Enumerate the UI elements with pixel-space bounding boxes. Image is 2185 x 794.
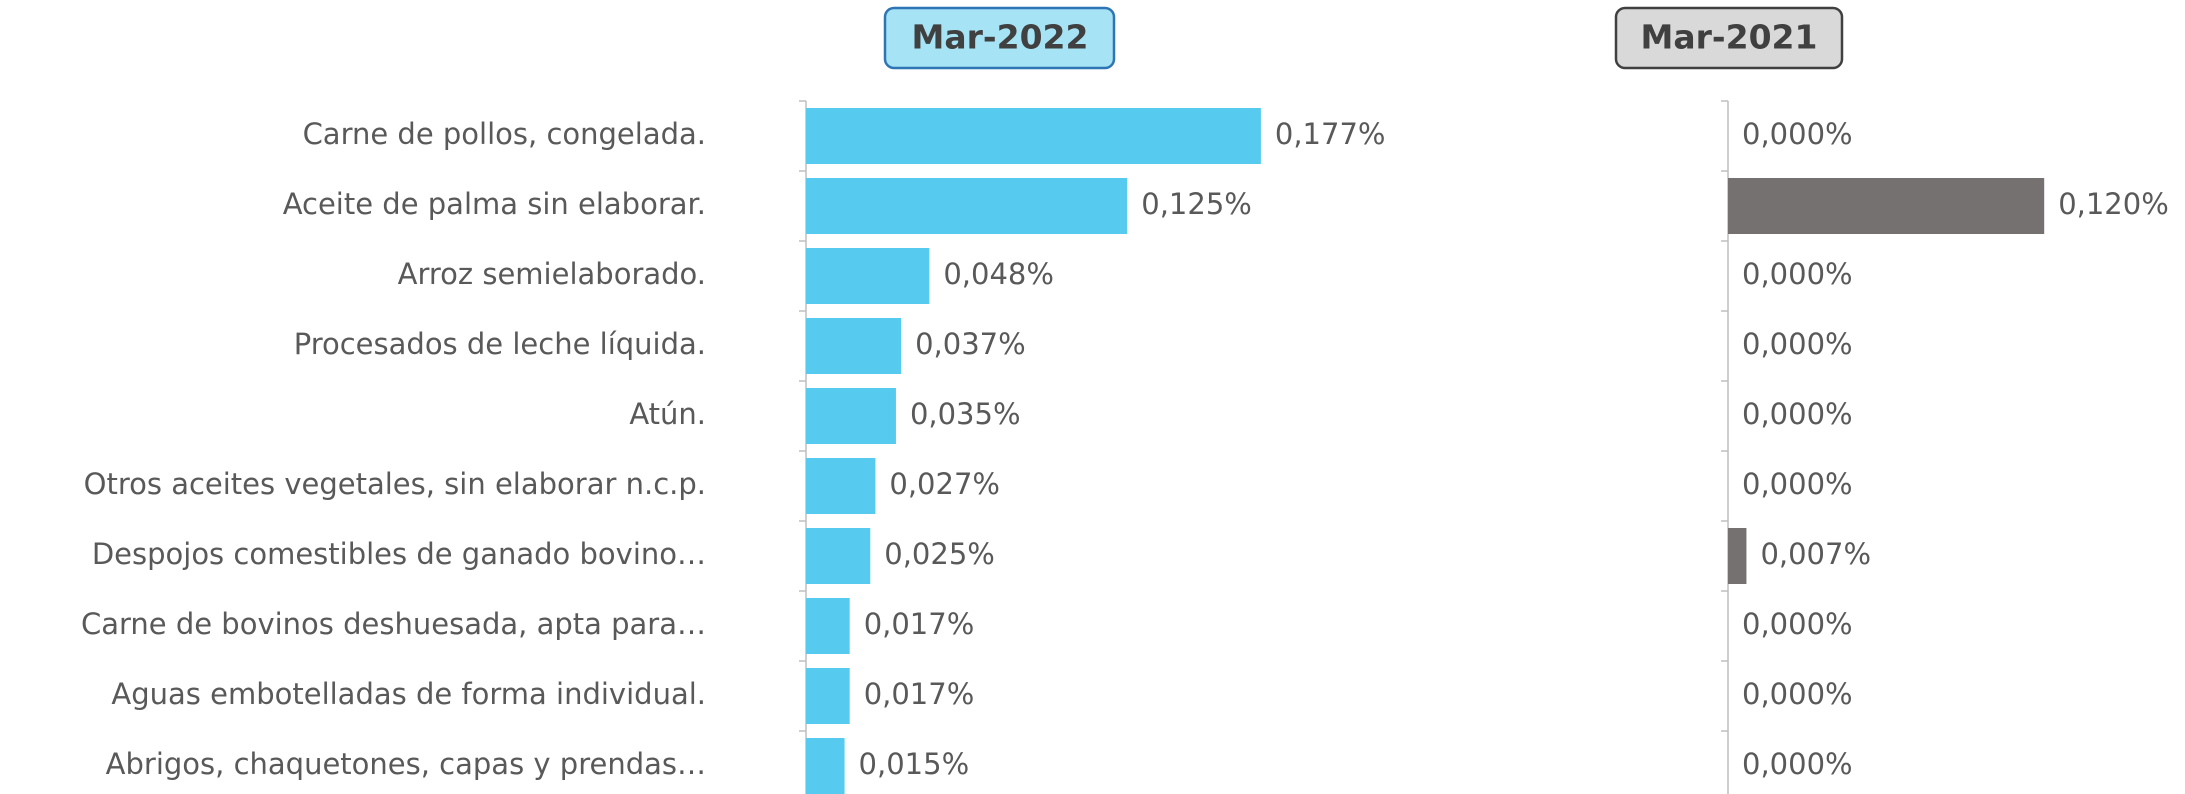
category-label: Arroz semielaborado.	[398, 257, 706, 291]
value-label: 0,027%	[889, 467, 1000, 501]
value-label: 0,000%	[1742, 607, 1853, 641]
value-label: 0,000%	[1742, 117, 1853, 151]
category-label: Aceite de palma sin elaborar.	[283, 187, 706, 221]
category-label: Carne de bovinos deshuesada, apta para…	[81, 607, 706, 641]
value-label: 0,025%	[884, 537, 995, 571]
value-label: 0,035%	[910, 397, 1021, 431]
value-label: 0,000%	[1742, 397, 1853, 431]
bar	[806, 318, 902, 374]
value-label: 0,007%	[1760, 537, 1871, 571]
category-label: Procesados de leche líquida.	[294, 327, 706, 361]
bar	[1728, 528, 1747, 584]
bar	[806, 178, 1128, 234]
value-label: 0,048%	[943, 257, 1054, 291]
value-label: 0,000%	[1742, 747, 1853, 781]
value-label: 0,017%	[864, 677, 975, 711]
value-label: 0,000%	[1742, 327, 1853, 361]
bar	[806, 108, 1261, 164]
value-label: 0,177%	[1275, 117, 1386, 151]
bar	[806, 248, 930, 304]
category-label: Aguas embotelladas de forma individual.	[111, 677, 706, 711]
value-label: 0,120%	[2058, 187, 2169, 221]
category-label: Atún.	[629, 397, 706, 431]
chart-title: Mar-2022	[912, 18, 1089, 57]
bar	[806, 458, 876, 514]
value-label: 0,000%	[1742, 677, 1853, 711]
value-label: 0,015%	[859, 747, 970, 781]
bar	[1728, 178, 2045, 234]
value-label: 0,037%	[915, 327, 1026, 361]
value-label: 0,000%	[1742, 467, 1853, 501]
bar	[806, 738, 845, 794]
category-label: Abrigos, chaquetones, capas y prendas…	[106, 747, 706, 781]
category-label: Otros aceites vegetales, sin elaborar n.…	[84, 467, 706, 501]
bar	[806, 528, 871, 584]
bar	[806, 598, 850, 654]
value-label: 0,125%	[1141, 187, 1252, 221]
value-label: 0,017%	[864, 607, 975, 641]
title-box	[1614, 6, 1844, 70]
category-label: Carne de pollos, congelada.	[303, 117, 706, 151]
category-label: Despojos comestibles de ganado bovino…	[92, 537, 706, 571]
chart-title: Mar-2021	[1641, 18, 1818, 57]
bar	[806, 388, 896, 444]
title-box	[883, 6, 1116, 70]
value-label: 0,000%	[1742, 257, 1853, 291]
bar	[806, 668, 850, 724]
